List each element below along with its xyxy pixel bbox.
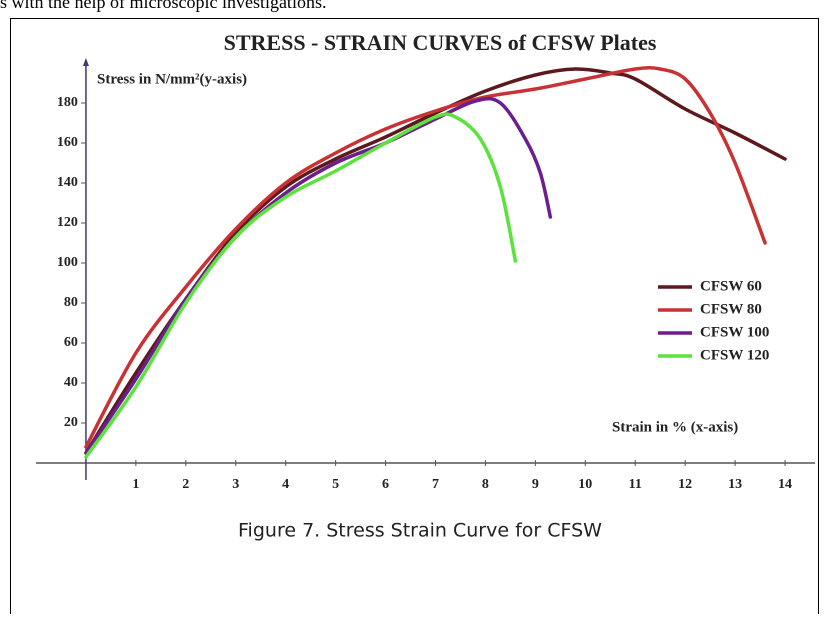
x-tick-label: 9 (532, 477, 539, 492)
x-tick-label: 3 (232, 477, 239, 492)
chart-title: STRESS - STRAIN CURVES of CFSW Plates (224, 30, 657, 55)
y-tick-label: 60 (64, 335, 78, 350)
x-tick-label: 10 (578, 477, 592, 492)
x-tick-label: 1 (132, 477, 139, 492)
x-tick-label: 13 (728, 477, 742, 492)
x-tick-label: 6 (382, 477, 389, 492)
y-axis-arrow (82, 58, 89, 66)
y-tick-label: 20 (64, 415, 78, 430)
caption: Figure 7. Stress Strain Curve for CFSW (238, 520, 602, 542)
x-tick-label: 11 (629, 477, 642, 492)
x-tick-label: 4 (282, 477, 289, 492)
legend-label: CFSW 80 (700, 301, 762, 317)
legend-label: CFSW 120 (700, 347, 769, 363)
legend-label: CFSW 100 (700, 324, 769, 340)
x-tick-label: 14 (778, 477, 792, 492)
x-tick-label: 12 (678, 477, 692, 492)
series-line (84, 67, 787, 455)
series-line (84, 96, 553, 455)
x-tick-label: 8 (482, 477, 489, 492)
figure-frame (10, 18, 819, 619)
legend-label: CFSW 60 (700, 278, 762, 294)
y-tick-label: 140 (57, 175, 78, 190)
y-tick-label: 100 (57, 255, 78, 270)
y-tick-label: 80 (64, 295, 78, 310)
y-tick-label: 160 (57, 135, 78, 150)
x-tick-label: 5 (332, 477, 339, 492)
x-axis-label: Strain in % (x-axis) (612, 419, 738, 435)
y-tick-label: 120 (57, 215, 78, 230)
series-line (84, 112, 518, 459)
y-tick-label: 180 (57, 95, 78, 110)
page-text: s with the help of microscopic investiga… (0, 0, 326, 12)
x-tick-label: 2 (182, 477, 189, 492)
y-axis-label: Stress in N/mm²(y-axis) (97, 71, 247, 87)
x-tick-label: 7 (432, 477, 439, 492)
y-tick-label: 40 (64, 375, 78, 390)
